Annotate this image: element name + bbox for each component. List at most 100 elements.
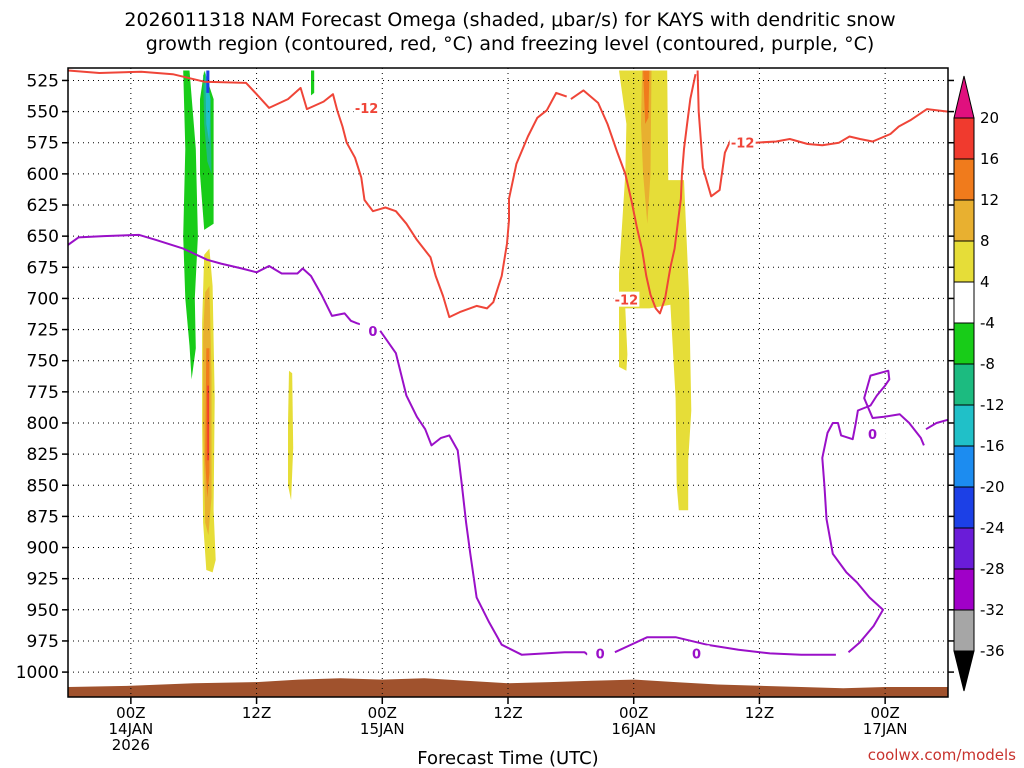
x-tick-label: 00Z: [619, 704, 648, 722]
colorbar-label: 12: [980, 191, 999, 209]
colorbar-label: -28: [980, 560, 1005, 578]
y-tick-label: 775: [27, 383, 59, 403]
x-tick-label: 00Z: [116, 704, 145, 722]
colorbar-label: 4: [980, 273, 990, 291]
y-tick-label: 925: [27, 570, 59, 590]
y-tick-label: 575: [27, 134, 59, 154]
x-tick-label: 00Z: [368, 704, 397, 722]
dendritic-contour: [570, 73, 697, 315]
dendritic-contour-label: -12: [731, 137, 755, 152]
dendritic-contour-label-bg: [729, 134, 756, 150]
colorbar: 20 16 12 8 4 -4 -8 -12 -16 -20 -24 -28 -32 -36: [953, 75, 1005, 692]
colorbar-swatch: [953, 158, 975, 201]
dendritic-contour-label: -12: [615, 294, 639, 309]
freezing-contour-label-bg: [359, 322, 386, 338]
freezing-contour: [379, 330, 589, 656]
colorbar-swatch: [953, 322, 975, 365]
chart-title-line-1: 2026011318 NAM Forecast Omega (shaded, μ…: [124, 9, 895, 31]
colorbar-label: 20: [980, 109, 999, 127]
colorbar-label: 16: [980, 150, 999, 168]
colorbar-label: -8: [980, 355, 995, 373]
omega-region: [619, 70, 692, 511]
dendritic-contour: [68, 69, 568, 319]
colorbar-label: -16: [980, 437, 1005, 455]
colorbar-label: -24: [980, 519, 1005, 537]
y-tick-label: 525: [27, 71, 59, 91]
y-tick-label: 675: [27, 258, 59, 278]
x-tick-label: 12Z: [242, 704, 271, 722]
omega-region: [311, 70, 315, 96]
x-tick-label: 00Z: [870, 704, 899, 722]
y-tick-label: 700: [27, 289, 59, 309]
colorbar-swatch: [953, 486, 975, 529]
y-tick-label: 650: [27, 227, 59, 247]
freezing-contour-label-bg: [683, 645, 710, 661]
colorbar-swatch: [953, 568, 975, 611]
colorbar-swatch: [953, 363, 975, 406]
freezing-contour-label: 0: [596, 647, 605, 662]
colorbar-label: -32: [980, 601, 1005, 619]
y-tick-label: 950: [27, 601, 59, 621]
dendritic-contour-label: -12: [355, 102, 379, 117]
freezing-contour: [821, 369, 925, 653]
x-axis-label: Forecast Time (UTC): [417, 748, 598, 768]
colorbar-swatch: [953, 445, 975, 488]
colorbar-swatch: [953, 117, 975, 160]
y-tick-label: 725: [27, 321, 59, 341]
x-tick-label: 17JAN: [863, 720, 908, 738]
omega-region: [288, 370, 294, 501]
omega-region: [205, 348, 210, 498]
y-tick-label: 750: [27, 352, 59, 372]
dendritic-contour-label-bg: [353, 99, 380, 115]
colorbar-label: -12: [980, 396, 1005, 414]
plot-content: -12 -12 -12 0 0 0 0: [68, 68, 948, 697]
colorbar-swatch: [953, 199, 975, 242]
colorbar-label: -20: [980, 478, 1005, 496]
y-tick-label: 825: [27, 445, 59, 465]
y-tick-label: 1000: [16, 663, 59, 683]
freezing-contour-label: 0: [692, 647, 701, 662]
colorbar-swatch: [953, 240, 975, 283]
x-tick-label: 15JAN: [360, 720, 405, 738]
y-tick-label: 550: [27, 103, 59, 123]
colorbar-swatch: [953, 527, 975, 570]
chart-title-line-2: growth region (contoured, red, °C) and f…: [146, 33, 875, 55]
omega-region: [643, 70, 650, 124]
freezing-contour-label: 0: [868, 428, 877, 443]
y-tick-label: 850: [27, 476, 59, 496]
y-tick-label: 625: [27, 196, 59, 216]
omega-region: [641, 70, 652, 224]
freezing-contour-label: 0: [368, 325, 377, 340]
terrain-fill: [68, 678, 948, 697]
x-tick-label: 12Z: [745, 704, 774, 722]
y-axis: 525 550 575 600 625 650 675 700 725 750 775 800 825 8…: [16, 71, 954, 683]
y-tick-label: 900: [27, 539, 59, 559]
dendritic-contour: [696, 70, 948, 198]
colorbar-swatch: [953, 404, 975, 447]
colorbar-top-arrow: [953, 75, 975, 119]
colorbar-label: -36: [980, 642, 1005, 660]
x-tick-label: 16JAN: [611, 720, 656, 738]
credit-text: coolwx.com/models: [868, 746, 1016, 764]
x-tick-label: 2026: [112, 736, 150, 754]
y-tick-label: 800: [27, 414, 59, 434]
omega-region: [183, 70, 198, 380]
x-tick-label: 12Z: [493, 704, 522, 722]
freezing-contour: [925, 418, 948, 431]
colorbar-swatch: [953, 281, 975, 324]
freezing-contour: [614, 636, 836, 656]
freezing-contour-label-bg: [587, 645, 614, 661]
dendritic-contour-label-bg: [613, 291, 640, 307]
y-tick-label: 600: [27, 165, 59, 185]
plot-area: -12 -12 -12 0 0 0 0: [67, 67, 949, 698]
x-tick-label: 14JAN: [108, 720, 153, 738]
colorbar-label: -4: [980, 314, 995, 332]
freezing-contour-label-bg: [859, 426, 886, 442]
colorbar-label: 8: [980, 232, 990, 250]
y-tick-label: 975: [27, 632, 59, 652]
colorbar-bottom-arrow: [953, 650, 975, 692]
colorbar-swatch: [953, 609, 975, 652]
y-tick-label: 875: [27, 507, 59, 527]
